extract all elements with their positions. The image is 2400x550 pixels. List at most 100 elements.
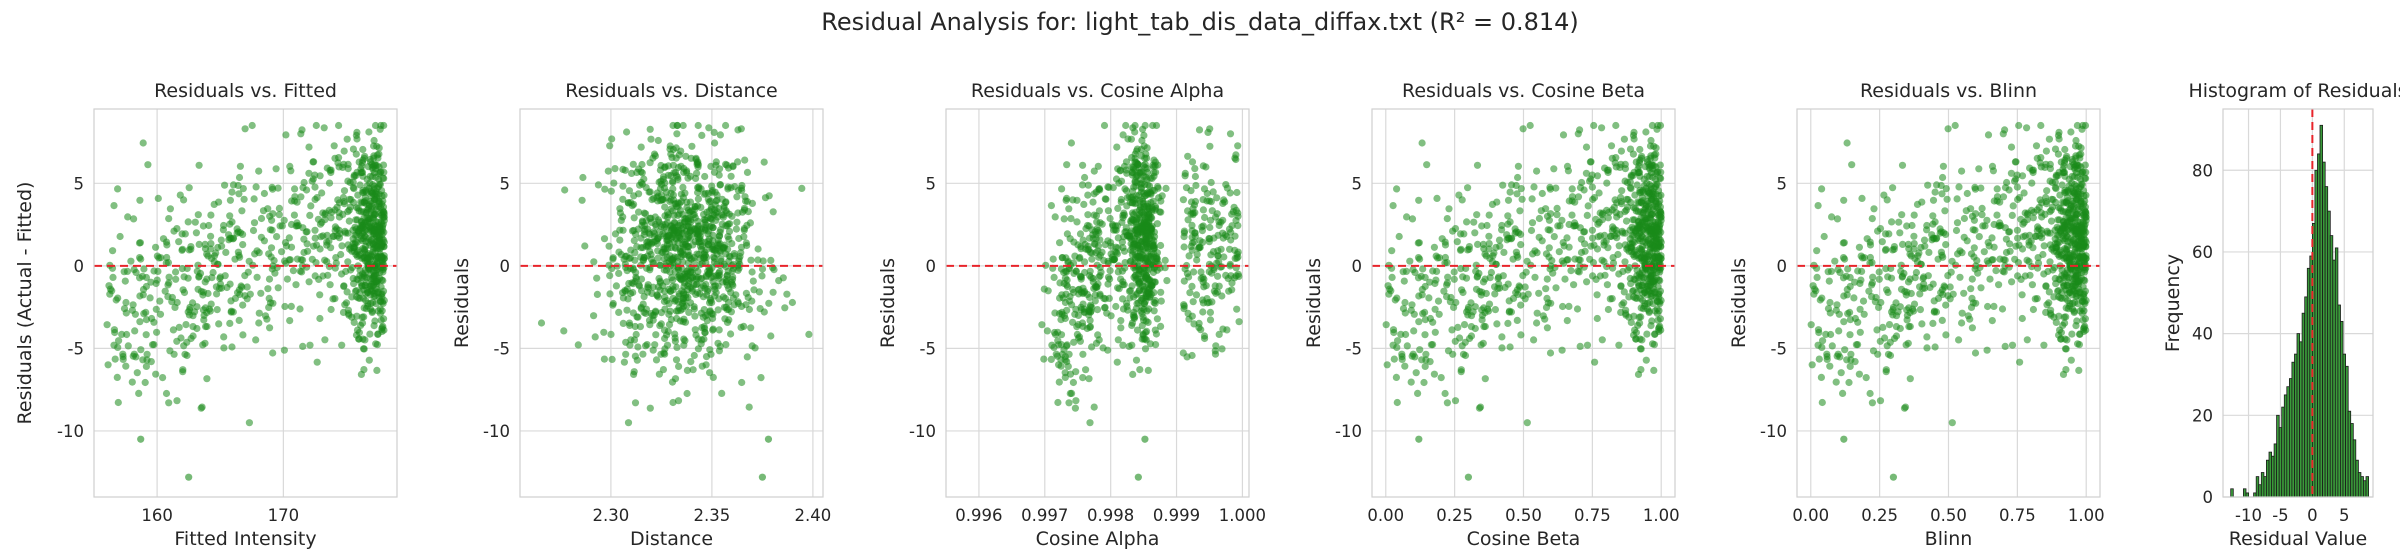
data-point	[638, 180, 647, 188]
data-point	[345, 206, 353, 214]
data-point	[1558, 346, 1566, 354]
data-point	[352, 331, 361, 339]
data-point	[257, 233, 265, 241]
data-point	[1630, 331, 1638, 339]
data-point	[1843, 139, 1851, 147]
data-point	[1408, 352, 1416, 360]
data-point	[1652, 197, 1660, 205]
data-point	[1598, 336, 1606, 344]
data-point	[1941, 207, 1949, 215]
data-point	[2062, 188, 2070, 196]
data-point	[377, 316, 385, 324]
data-point	[195, 161, 203, 169]
data-point	[1163, 277, 1171, 285]
data-point	[122, 298, 130, 307]
data-point	[631, 322, 639, 331]
data-point	[1089, 198, 1097, 206]
data-point	[121, 277, 129, 285]
data-point	[1090, 403, 1098, 411]
data-point	[1876, 337, 1884, 345]
data-point	[1411, 268, 1419, 277]
data-point	[2008, 211, 2016, 219]
data-point	[360, 154, 368, 162]
data-point	[769, 288, 777, 296]
data-point	[1884, 288, 1892, 297]
data-point	[1956, 273, 1964, 281]
data-point	[214, 243, 222, 252]
data-point	[781, 304, 789, 312]
data-point	[287, 302, 295, 310]
data-point	[1958, 319, 1966, 327]
data-point	[1181, 172, 1189, 180]
data-point	[263, 315, 271, 323]
data-point	[619, 182, 627, 190]
data-point	[697, 340, 705, 348]
data-point	[2044, 229, 2052, 237]
data-point	[274, 184, 282, 192]
x-tick-label: 160	[141, 506, 173, 525]
data-point	[1441, 389, 1449, 398]
data-point	[259, 207, 268, 215]
data-point	[311, 183, 319, 191]
data-point	[1937, 181, 1945, 190]
data-point	[297, 130, 305, 138]
data-point	[1119, 295, 1127, 303]
data-point	[1433, 194, 1441, 202]
data-point	[187, 243, 195, 251]
data-point	[1092, 188, 1100, 196]
data-point	[308, 255, 316, 263]
data-point	[2054, 287, 2063, 295]
outlier-point	[1134, 473, 1142, 481]
data-point	[1900, 269, 1908, 277]
data-point	[1542, 285, 1550, 293]
data-point	[641, 221, 649, 230]
data-point	[370, 322, 378, 330]
data-point	[207, 232, 215, 240]
data-point	[710, 282, 718, 290]
data-point	[1910, 211, 1918, 219]
data-point	[1613, 213, 1621, 221]
data-point	[1062, 290, 1070, 298]
data-point	[166, 205, 174, 213]
data-point	[2068, 305, 2077, 313]
data-point	[705, 124, 713, 132]
data-point	[680, 341, 688, 349]
data-point	[1563, 317, 1571, 325]
data-point	[128, 378, 136, 386]
data-point	[1634, 232, 1642, 240]
data-point	[1573, 305, 1582, 313]
data-point	[1190, 201, 1199, 209]
data-point	[350, 280, 358, 288]
data-point	[1467, 299, 1475, 307]
data-point	[1105, 183, 1113, 191]
data-point	[1651, 244, 1659, 252]
data-point	[590, 258, 598, 266]
data-point	[1180, 243, 1188, 251]
data-point	[631, 352, 640, 360]
data-point	[734, 262, 742, 270]
data-point	[1627, 244, 1635, 252]
data-point	[350, 185, 358, 193]
data-point	[340, 282, 348, 290]
data-point	[257, 214, 266, 223]
data-point	[730, 301, 738, 309]
data-point	[1984, 239, 1992, 247]
data-point	[1923, 333, 1931, 341]
data-point	[1451, 225, 1460, 233]
data-point	[1637, 304, 1645, 312]
data-point	[2001, 256, 2009, 264]
data-point	[196, 269, 205, 277]
data-point	[2031, 232, 2040, 240]
data-point	[1643, 305, 1652, 313]
data-point	[1813, 247, 1821, 255]
data-point	[704, 285, 712, 293]
data-point	[1131, 256, 1139, 264]
data-point	[1966, 315, 1974, 323]
data-point	[1416, 255, 1424, 263]
data-point	[656, 261, 664, 269]
data-point	[175, 238, 183, 246]
data-point	[228, 343, 236, 351]
data-point	[1970, 253, 1978, 261]
data-point	[708, 241, 716, 249]
data-point	[235, 173, 244, 182]
